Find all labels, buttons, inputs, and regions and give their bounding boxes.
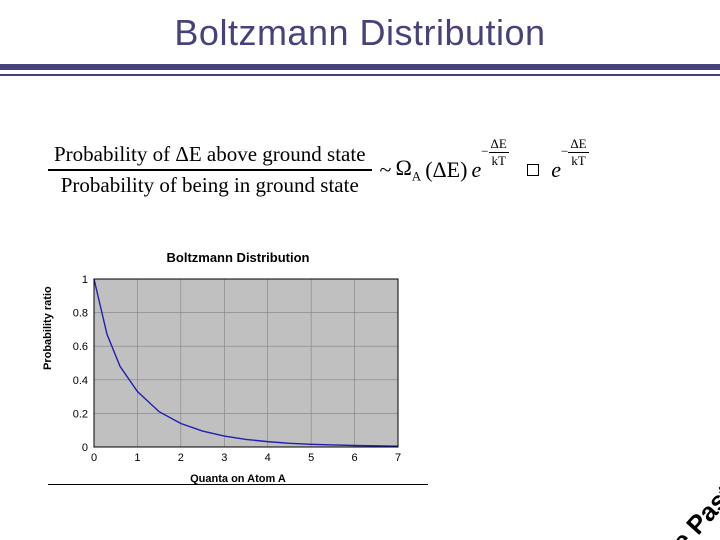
exp-term-2: e −ΔEkT [551,157,561,183]
slide-title: Boltzmann Distribution [0,12,720,54]
svg-text:0.2: 0.2 [73,408,88,420]
slide: Boltzmann Distribution Probability of ΔE… [0,0,720,540]
equation-lhs-fraction: Probability of ΔE above ground state Pro… [48,140,372,200]
svg-text:0.6: 0.6 [73,341,88,353]
diagonal-watermark: Blast from the Past [558,479,720,540]
title-wrap: Boltzmann Distribution [0,0,720,54]
title-rule-thin [0,74,720,76]
svg-text:0.4: 0.4 [73,375,88,387]
equation: Probability of ΔE above ground state Pro… [48,140,698,200]
equation-denominator: Probability of being in ground state [48,171,372,200]
chart-title: Boltzmann Distribution [48,250,428,265]
svg-text:1: 1 [134,452,140,464]
svg-text:3: 3 [221,452,227,464]
svg-text:6: 6 [352,452,358,464]
chart-y-label: Probability ratio [42,286,54,370]
chart-svg: 0 0.2 0.4 0.6 0.8 1 0 1 2 3 4 5 6 7 [48,271,408,471]
chart-footer-rule [48,484,428,485]
equation-numerator: Probability of ΔE above ground state [48,140,372,171]
svg-text:7: 7 [395,452,401,464]
svg-text:4: 4 [265,452,271,464]
svg-text:2: 2 [178,452,184,464]
title-rule-thick [0,64,720,70]
box-operator-icon [527,164,539,176]
svg-text:5: 5 [308,452,314,464]
chart: Boltzmann Distribution Probability ratio… [48,250,428,485]
svg-text:0: 0 [91,452,97,464]
exp-term-1: e −ΔEkT [471,157,481,183]
svg-text:1: 1 [82,274,88,286]
omega-term: ΩA [395,155,421,184]
svg-text:0.8: 0.8 [73,308,88,320]
tilde-symbol: ~ [380,157,392,183]
equation-rhs: ~ ΩA (ΔE) e −ΔEkT e −ΔEkT [380,155,561,184]
svg-text:0: 0 [82,442,88,454]
delta-e-paren: (ΔE) [425,157,467,183]
